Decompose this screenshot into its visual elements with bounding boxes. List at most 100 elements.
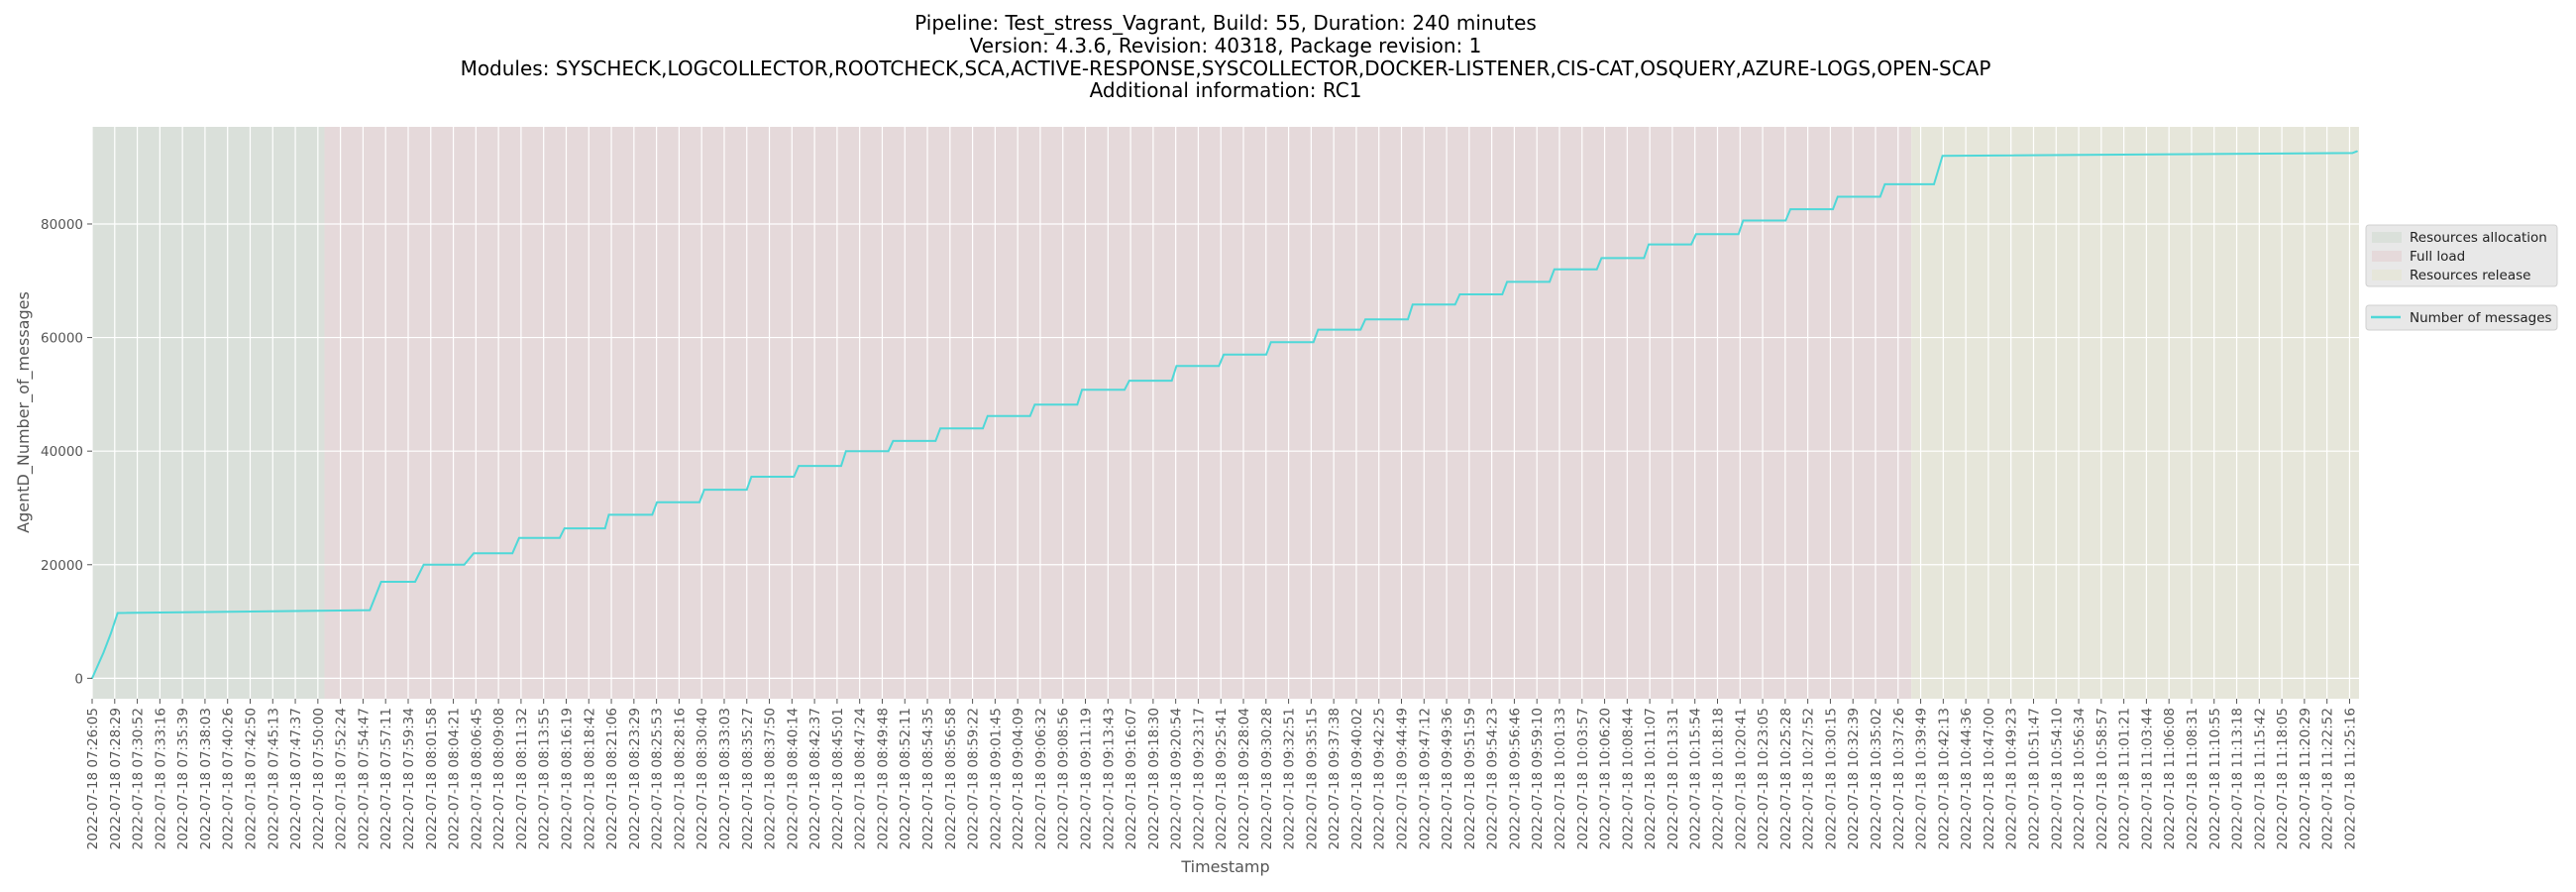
data-point [1170,380,1173,382]
x-tick-label: 2022-07-18 08:21:06 [604,708,620,849]
x-tick-label: 2022-07-18 09:25:41 [1214,708,1230,849]
legend-series: Number of messages [2365,304,2558,331]
data-point [379,581,382,583]
legend-swatch-resources-release [2372,270,2402,280]
data-point [1836,195,1839,198]
data-point [559,537,561,539]
data-point [1033,403,1036,405]
x-tick-label: 2022-07-18 08:25:53 [650,708,666,849]
legend-swatch-resources-allocation [2372,232,2402,243]
legend-label-resources-allocation: Resources allocation [2410,230,2547,246]
x-tick-label: 2022-07-18 07:35:39 [175,708,191,849]
x-tick-label: 2022-07-18 10:27:52 [1801,708,1817,849]
data-point [1175,365,1178,368]
data-point [603,527,606,529]
x-tick-label: 2022-07-18 10:01:33 [1553,708,1568,849]
data-point [1453,303,1456,306]
data-point [1789,208,1791,210]
data-point [1124,389,1126,391]
data-point [1218,365,1221,368]
x-tick-label: 2022-07-18 08:04:21 [447,708,463,849]
x-tick-label: 2022-07-18 09:59:10 [1530,708,1546,849]
y-tick-label: 60000 [41,331,83,347]
data-point [102,651,105,654]
data-point [422,563,425,566]
x-tick-label: 2022-07-18 07:45:13 [266,708,281,849]
data-point [1600,257,1603,260]
x-tick-label: 2022-07-18 11:01:21 [2117,708,2133,849]
data-point [116,612,119,614]
data-point [110,631,112,634]
data-point [1407,318,1409,321]
x-tick-label: 2022-07-18 08:37:50 [763,708,779,849]
x-tick-label: 2022-07-18 10:47:00 [1982,708,1997,849]
x-tick-label: 2022-07-18 07:47:37 [288,708,304,849]
x-tick-label: 2022-07-18 11:25:16 [2342,708,2358,849]
data-point [844,450,847,452]
data-point [892,440,895,442]
legend-label-full-load: Full load [2410,249,2465,265]
x-tick-label: 2022-07-18 09:13:43 [1101,708,1117,849]
x-tick-label: 2022-07-18 09:18:30 [1146,708,1162,849]
x-tick-label: 2022-07-18 07:40:26 [221,708,237,849]
x-tick-label: 2022-07-18 07:52:24 [334,708,350,849]
data-point [1690,243,1692,246]
x-tick-label: 2022-07-18 10:11:07 [1643,708,1659,849]
x-tick-label: 2022-07-18 08:54:35 [920,708,936,849]
x-tick-label: 2022-07-18 10:42:13 [1936,708,1952,849]
x-tick-label: 2022-07-18 08:06:45 [469,708,484,849]
x-tick-label: 2022-07-18 10:13:31 [1665,708,1681,849]
x-tick-label: 2022-07-18 07:38:03 [198,708,214,849]
data-point [1312,341,1315,343]
x-tick-label: 2022-07-18 11:22:52 [2320,708,2336,849]
region-full-load [324,127,1912,699]
x-tick-label: 2022-07-18 10:08:44 [1620,708,1636,849]
x-tick-label: 2022-07-18 09:20:54 [1169,708,1185,849]
x-tick-label: 2022-07-18 11:06:08 [2162,708,2178,849]
x-tick-label: 2022-07-18 08:11:32 [514,708,530,849]
data-point [1694,233,1697,236]
x-tick-label: 2022-07-18 08:49:48 [875,708,891,849]
data-point [1458,293,1461,295]
x-tick-label: 2022-07-18 09:56:46 [1507,708,1523,849]
x-tick-label: 2022-07-18 07:28:29 [108,708,124,849]
data-point [750,476,753,478]
x-tick-label: 2022-07-18 08:52:11 [898,708,913,849]
x-tick-label: 2022-07-18 07:57:11 [378,708,394,849]
series-line-number-of-messages [91,150,2358,679]
data-point [369,609,372,612]
x-tick-label: 2022-07-18 09:23:17 [1191,708,1207,849]
x-tick-label: 2022-07-18 08:23:29 [627,708,643,849]
x-tick-label: 2022-07-18 10:32:39 [1846,708,1862,849]
y-tick-label: 80000 [41,217,83,233]
x-tick-label: 2022-07-18 09:47:12 [1417,708,1433,849]
data-point [698,501,700,503]
data-point [793,476,796,478]
x-tick-label: 2022-07-18 10:54:10 [2049,708,2065,849]
chart-title: Pipeline: Test_stress_Vagrant, Build: 55… [461,11,1991,102]
x-tick-label: 2022-07-18 10:37:26 [1891,708,1907,849]
data-point [1648,243,1650,246]
data-point [840,465,842,467]
data-point [2356,150,2358,153]
data-point [1549,280,1551,283]
data-point [1265,353,1267,356]
legend-label-resources-release: Resources release [2410,268,2530,283]
x-tick-label: 2022-07-18 10:23:05 [1756,708,1771,849]
x-axis-ticks: 2022-07-18 07:26:05 2022-07-18 07:28:29 20… [85,699,2358,849]
x-tick-label: 2022-07-18 08:28:16 [672,708,688,849]
x-tick-label: 2022-07-18 07:59:34 [401,708,417,849]
x-tick-label: 2022-07-18 10:20:41 [1733,708,1749,849]
data-point [1359,328,1362,331]
x-tick-label: 2022-07-18 08:30:40 [695,708,710,849]
data-point [1784,219,1787,222]
data-point [1832,208,1834,210]
x-tick-label: 2022-07-18 08:09:08 [491,708,507,849]
x-tick-label: 2022-07-18 07:42:50 [243,708,259,849]
x-tick-label: 2022-07-18 09:37:38 [1327,708,1342,849]
x-tick-label: 2022-07-18 09:54:23 [1485,708,1501,849]
x-tick-label: 2022-07-18 11:18:05 [2275,708,2291,849]
title-line-pipeline: Pipeline: Test_stress_Vagrant, Build: 55… [914,11,1537,35]
legend-regions: Resources allocation Full load Resources… [2365,224,2558,287]
